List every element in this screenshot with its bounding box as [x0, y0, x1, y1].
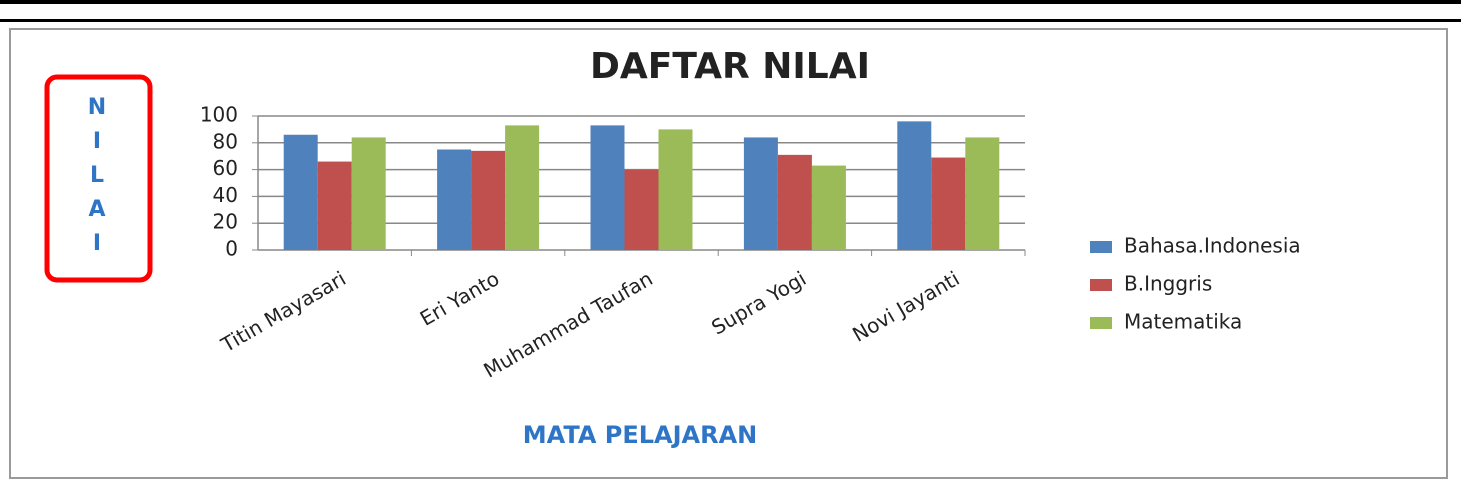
legend-label: Bahasa.Indonesia [1124, 234, 1301, 258]
legend-swatch [1090, 279, 1112, 291]
chart-title: DAFTAR NILAI [590, 46, 870, 87]
bar [743, 137, 778, 250]
bar [437, 149, 472, 250]
bar [471, 150, 506, 250]
highlight-box [44, 74, 153, 283]
y-title-letter: I [93, 231, 101, 256]
legend-swatch [1090, 241, 1112, 253]
y-title-letter: N [88, 95, 106, 120]
y-tick-label: 40 [213, 183, 238, 207]
bar [931, 157, 966, 250]
y-title-letter: L [90, 163, 104, 188]
bar [811, 165, 846, 250]
bar [590, 125, 625, 250]
bar [351, 137, 386, 250]
bar [897, 121, 932, 250]
chart-area [9, 28, 1448, 479]
header-line [0, 19, 1461, 22]
y-tick-label: 60 [213, 156, 238, 180]
bar [317, 161, 352, 250]
y-tick-label: 80 [213, 129, 238, 153]
top-border [0, 0, 1461, 4]
legend-label: B.Inggris [1124, 272, 1212, 296]
y-tick-label: 0 [225, 237, 238, 261]
y-title-letter: I [93, 129, 101, 154]
bar [505, 125, 540, 250]
bar [965, 137, 1000, 250]
bar [624, 169, 659, 250]
y-title-letter: A [88, 197, 105, 222]
legend-label: Matematika [1124, 310, 1242, 334]
y-tick-label: 20 [213, 210, 238, 234]
bar [777, 154, 812, 250]
legend-swatch [1090, 317, 1112, 329]
bar [283, 134, 318, 250]
y-tick-label: 100 [200, 103, 238, 127]
bar [658, 129, 693, 250]
x-axis-title: MATA PELAJARAN [523, 421, 758, 449]
